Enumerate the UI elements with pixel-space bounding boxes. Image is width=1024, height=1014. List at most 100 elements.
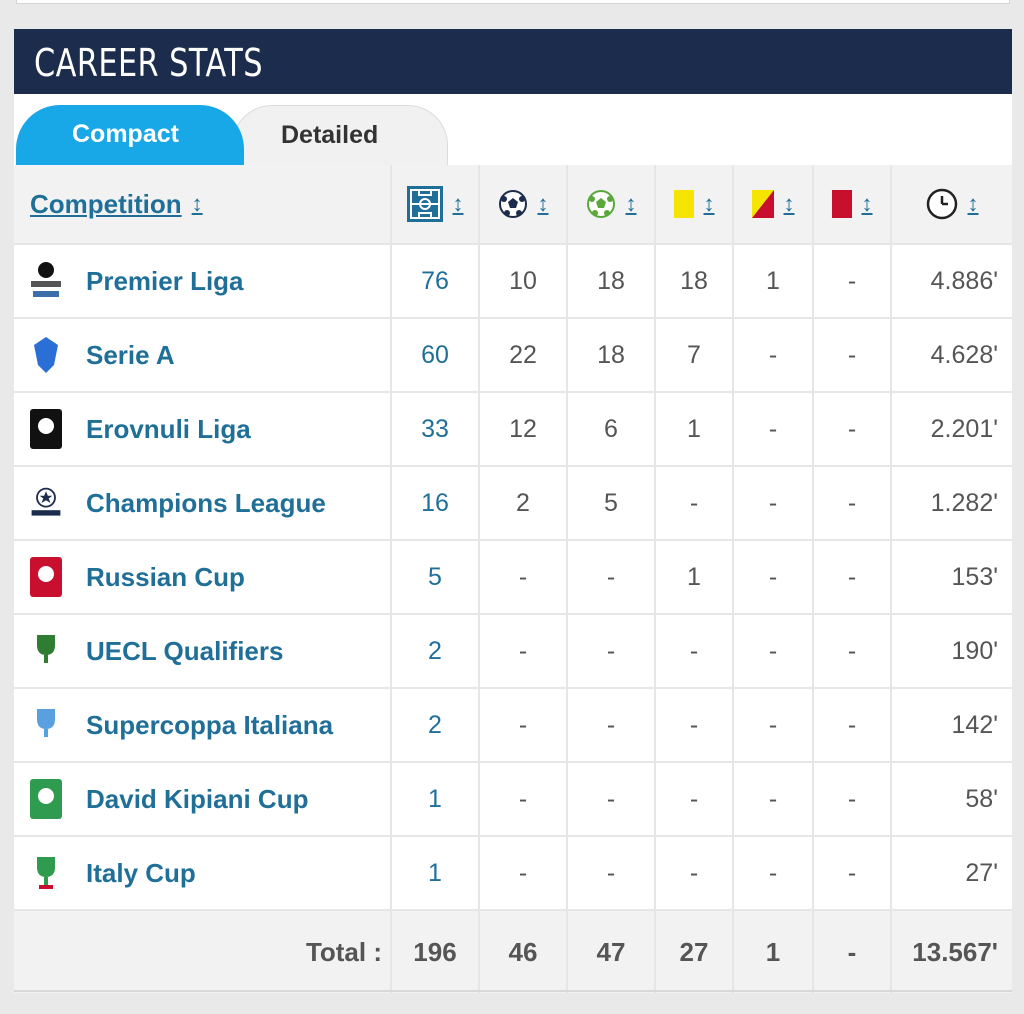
red-cards-header[interactable]: ↕ (814, 165, 892, 243)
competition-logo-icon (28, 407, 64, 451)
assists-value: 5 (568, 467, 656, 539)
competition-cell[interactable]: Champions League (14, 467, 392, 539)
competition-logo-icon (28, 851, 64, 895)
assists-value: - (568, 837, 656, 909)
red-cards-value: - (814, 245, 892, 317)
table-row: Serie A 60 22 18 7 - - 4.628' (14, 319, 1012, 393)
competition-name[interactable]: Premier Liga (86, 265, 244, 296)
card-bottom-border (14, 990, 1012, 992)
second-yellow-value: - (734, 393, 814, 465)
second-yellow-value: - (734, 763, 814, 835)
red-cards-value: - (814, 689, 892, 761)
table-row: Champions League 16 2 5 - - - 1.282' (14, 467, 1012, 541)
competition-name[interactable]: Supercoppa Italiana (86, 709, 334, 740)
red-cards-value: - (814, 837, 892, 909)
competition-cell[interactable]: UECL Qualifiers (14, 615, 392, 687)
total-second-yellow: 1 (734, 911, 814, 993)
previous-card-edge (0, 0, 1024, 16)
competition-name[interactable]: Champions League (86, 487, 326, 518)
goals-header[interactable]: ↕ (480, 165, 568, 243)
red-cards-value: - (814, 319, 892, 391)
appearances-value[interactable]: 1 (392, 837, 480, 909)
appearances-value[interactable]: 60 (392, 319, 480, 391)
sort-icon[interactable]: ↕ (703, 191, 715, 216)
minutes-value: 27' (965, 858, 998, 887)
table-row: Supercoppa Italiana 2 - - - - - 142' (14, 689, 1012, 763)
total-goals: 46 (480, 911, 568, 993)
competition-name[interactable]: UECL Qualifiers (86, 635, 284, 666)
sort-icon[interactable]: ↕ (191, 191, 203, 216)
total-red-cards: - (814, 911, 892, 993)
tab-detailed-label: Detailed (281, 121, 379, 149)
yellow-cards-value: - (656, 467, 734, 539)
minutes-header[interactable]: ↕ (892, 165, 1012, 243)
competition-cell[interactable]: Erovnuli Liga (14, 393, 392, 465)
table-row: Russian Cup 5 - - 1 - - 153' (14, 541, 1012, 615)
red-card-icon (831, 190, 852, 218)
tab-compact-label: Compact (72, 120, 179, 148)
competition-name[interactable]: David Kipiani Cup (86, 783, 309, 814)
minutes-value: 142' (951, 710, 998, 739)
competition-logo-icon (28, 259, 64, 303)
clock-icon (926, 188, 957, 220)
minutes-value: 153' (951, 562, 998, 591)
assists-value: - (568, 615, 656, 687)
appearances-value[interactable]: 16 (392, 467, 480, 539)
sort-icon[interactable]: ↕ (783, 191, 795, 216)
second-yellow-value: - (734, 615, 814, 687)
goals-value: - (480, 541, 568, 613)
minutes-value: 190' (951, 636, 998, 665)
competition-cell[interactable]: Russian Cup (14, 541, 392, 613)
competition-header[interactable]: Competition ↕ (14, 165, 392, 243)
appearances-value[interactable]: 2 (392, 615, 480, 687)
assists-header[interactable]: ↕ (568, 165, 656, 243)
card-header: CAREER STATS (14, 29, 1012, 94)
tab-detailed[interactable]: Detailed (232, 105, 448, 167)
second-yellow-card-icon (751, 190, 774, 218)
red-cards-value: - (814, 541, 892, 613)
competition-cell[interactable]: David Kipiani Cup (14, 763, 392, 835)
goals-value: 12 (480, 393, 568, 465)
total-appearances: 196 (392, 911, 480, 993)
sort-icon[interactable]: ↕ (625, 191, 637, 216)
competition-header-label[interactable]: Competition (30, 188, 182, 219)
table-row: Italy Cup 1 - - - - - 27' (14, 837, 1012, 911)
competition-name[interactable]: Russian Cup (86, 561, 245, 592)
competition-cell[interactable]: Premier Liga (14, 245, 392, 317)
sort-icon[interactable]: ↕ (967, 191, 979, 216)
total-label: Total : (14, 911, 392, 993)
total-yellow-cards: 27 (656, 911, 734, 993)
sort-icon[interactable]: ↕ (861, 191, 873, 216)
competition-name[interactable]: Erovnuli Liga (86, 413, 251, 444)
tab-compact[interactable]: Compact (16, 105, 244, 167)
appearances-value[interactable]: 76 (392, 245, 480, 317)
competition-logo-icon (28, 629, 64, 673)
competition-name[interactable]: Serie A (86, 339, 175, 370)
appearances-header[interactable]: ↕ (392, 165, 480, 243)
red-cards-value: - (814, 763, 892, 835)
total-minutes: 13.567' (912, 936, 998, 967)
second-yellow-header[interactable]: ↕ (734, 165, 814, 243)
competition-cell[interactable]: Supercoppa Italiana (14, 689, 392, 761)
minutes-value: 4.886' (930, 266, 998, 295)
minutes-value: 2.201' (930, 414, 998, 443)
competition-logo-icon (28, 777, 64, 821)
yellow-cards-value: - (656, 763, 734, 835)
appearances-value[interactable]: 5 (392, 541, 480, 613)
sort-icon[interactable]: ↕ (452, 191, 464, 216)
minutes-value: 1.282' (930, 488, 998, 517)
second-yellow-value: - (734, 319, 814, 391)
competition-cell[interactable]: Italy Cup (14, 837, 392, 909)
yellow-cards-header[interactable]: ↕ (656, 165, 734, 243)
appearances-value[interactable]: 1 (392, 763, 480, 835)
goals-value: - (480, 689, 568, 761)
goals-value: - (480, 763, 568, 835)
pitch-icon (406, 186, 443, 222)
appearances-value[interactable]: 33 (392, 393, 480, 465)
appearances-value[interactable]: 2 (392, 689, 480, 761)
sort-icon[interactable]: ↕ (537, 191, 549, 216)
competition-cell[interactable]: Serie A (14, 319, 392, 391)
assists-value: - (568, 689, 656, 761)
competition-name[interactable]: Italy Cup (86, 857, 196, 888)
goals-value: 2 (480, 467, 568, 539)
